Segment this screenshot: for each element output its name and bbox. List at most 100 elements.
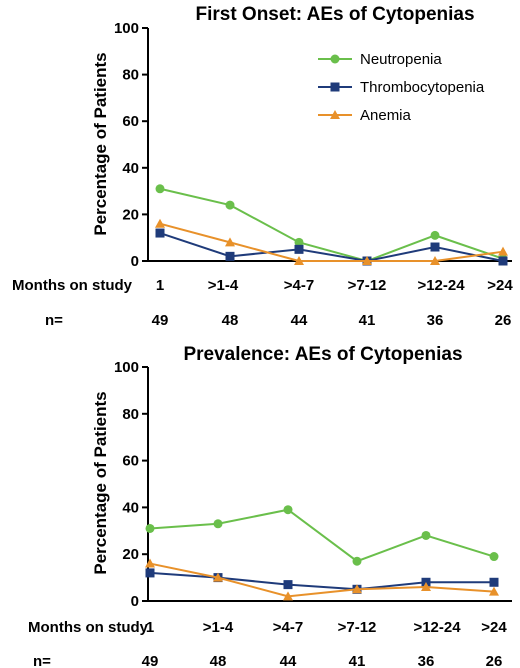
x-tick-label: 1 [156, 277, 164, 294]
n-value-label: 44 [291, 312, 308, 329]
n-value-label: 48 [210, 653, 227, 668]
data-point-anemia [421, 581, 431, 591]
data-point-thrombocytopenia [294, 244, 304, 254]
legend-label: Thrombocytopenia [360, 79, 485, 96]
series-line-thrombocytopenia [159, 232, 504, 263]
n-value-label: 49 [142, 653, 159, 668]
data-point-neutropenia [213, 519, 223, 529]
series-line-neutropenia [159, 187, 504, 263]
data-point-anemia [294, 256, 304, 265]
n-value-label: 36 [418, 653, 435, 668]
n-value-label: 41 [349, 653, 366, 668]
series-line-neutropenia [149, 508, 495, 563]
series-layer [145, 505, 499, 601]
x-tick-label: >7-12 [338, 619, 377, 636]
series-line-anemia [149, 562, 495, 598]
y-tick-label: 100 [114, 20, 139, 37]
panel-prevalence: Prevalence: AEs of Cytopenias Percentage… [28, 344, 512, 668]
row-label-months: Months on study [12, 277, 133, 294]
data-point-anemia [155, 218, 165, 228]
legend-label: Neutropenia [360, 51, 442, 68]
chart-title: First Onset: AEs of Cytopenias [195, 4, 474, 25]
data-point-neutropenia [225, 200, 235, 210]
series-layer [155, 184, 508, 266]
y-tick-label: 0 [131, 253, 139, 270]
data-point-anemia [225, 237, 235, 247]
y-tick-label: 20 [122, 546, 139, 563]
y-tick-label: 80 [122, 406, 139, 423]
x-tick-label: >1-4 [208, 277, 239, 294]
data-point-neutropenia [145, 523, 155, 533]
row-label-months: Months on study [28, 619, 149, 636]
data-point-neutropenia [283, 505, 293, 515]
x-tick-label: >12-24 [413, 619, 461, 636]
y-tick-label: 40 [122, 499, 139, 516]
data-point-neutropenia [430, 230, 440, 240]
row-label-n: n= [45, 312, 63, 329]
x-tick-label: >1-4 [203, 619, 234, 636]
data-point-thrombocytopenia [489, 577, 499, 587]
y-tick-label: 60 [122, 453, 139, 470]
x-tick-label: >24 [481, 619, 507, 636]
x-ticks: 1 >1-4 >4-7 >7-12 >12-24 >24 [156, 277, 514, 294]
data-point-thrombocytopenia [283, 580, 293, 590]
y-ticks: 0 20 40 60 80 100 [114, 359, 148, 610]
legend-item-thrombocytopenia: Thrombocytopenia [318, 79, 485, 96]
data-point-neutropenia [294, 237, 304, 247]
n-values: 49 48 44 41 36 26 [152, 312, 512, 329]
x-tick-label: >12-24 [417, 277, 465, 294]
y-tick-label: 100 [114, 359, 139, 376]
legend: Neutropenia Thrombocytopenia Anemia [318, 51, 485, 124]
x-ticks: 1 >1-4 >4-7 >7-12 >12-24 >24 [146, 619, 508, 636]
data-point-anemia [430, 256, 440, 265]
n-value-label: 26 [486, 653, 503, 668]
x-tick-label: >4-7 [273, 619, 303, 636]
n-value-label: 26 [495, 312, 512, 329]
y-axis-label: Percentage of Patients [91, 52, 110, 235]
legend-label: Anemia [360, 107, 412, 124]
data-point-anemia [352, 584, 362, 594]
n-value-label: 36 [427, 312, 444, 329]
data-point-thrombocytopenia [155, 228, 165, 238]
series-line-thrombocytopenia [149, 571, 494, 591]
legend-marker-circle [330, 54, 340, 64]
n-value-label: 44 [280, 653, 297, 668]
data-point-anemia [498, 246, 508, 256]
legend-marker-square [330, 82, 340, 92]
n-values: 49 48 44 41 36 26 [142, 653, 503, 668]
data-point-neutropenia [155, 184, 165, 194]
y-tick-label: 40 [122, 160, 139, 177]
legend-marker-triangle [330, 110, 340, 119]
data-point-anemia [283, 591, 293, 601]
data-point-anemia [145, 558, 155, 568]
y-ticks: 0 20 40 60 80 100 [114, 20, 148, 270]
x-tick-label: 1 [146, 619, 154, 636]
y-axis-label: Percentage of Patients [91, 391, 110, 574]
y-tick-label: 80 [122, 67, 139, 84]
data-point-thrombocytopenia [498, 256, 508, 266]
data-point-thrombocytopenia [145, 568, 155, 578]
n-value-label: 49 [152, 312, 169, 329]
data-point-thrombocytopenia [430, 242, 440, 252]
legend-item-neutropenia: Neutropenia [318, 51, 442, 68]
data-point-neutropenia [421, 530, 431, 540]
data-point-thrombocytopenia [225, 251, 235, 261]
chart-title: Prevalence: AEs of Cytopenias [183, 344, 462, 365]
x-tick-label: >24 [487, 277, 513, 294]
n-value-label: 41 [359, 312, 376, 329]
n-value-label: 48 [222, 312, 239, 329]
y-tick-label: 20 [122, 206, 139, 223]
data-point-neutropenia [352, 556, 362, 566]
series-line-anemia [159, 222, 504, 262]
data-point-neutropenia [489, 552, 499, 562]
panel-first-onset: First Onset: AEs of Cytopenias Percentag… [12, 4, 513, 329]
row-label-n: n= [33, 653, 51, 668]
y-tick-label: 0 [131, 593, 139, 610]
legend-item-anemia: Anemia [318, 107, 412, 124]
data-point-anemia [489, 586, 499, 596]
data-point-anemia [362, 256, 372, 265]
data-point-anemia [213, 572, 223, 582]
y-tick-label: 60 [122, 113, 139, 130]
x-tick-label: >7-12 [348, 277, 387, 294]
